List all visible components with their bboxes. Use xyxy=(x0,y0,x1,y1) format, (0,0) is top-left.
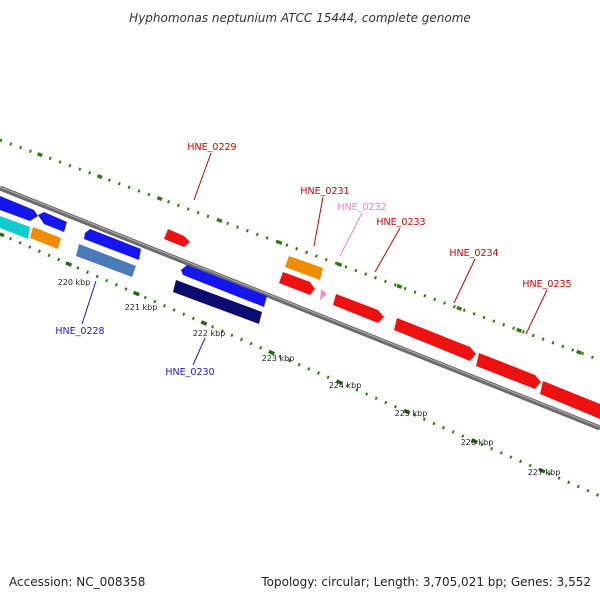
label-leaders xyxy=(81,152,548,366)
scale-label-224: 224 kbp xyxy=(329,381,362,390)
gene-label-hne-0231[interactable]: HNE_0231 xyxy=(300,186,349,197)
topology-text: Topology: circular; Length: 3,705,021 bp… xyxy=(260,575,591,589)
gene-label-hne-0230[interactable]: HNE_0230 xyxy=(165,367,214,378)
gene-arrow[interactable] xyxy=(333,294,384,323)
accession-text: Accession: NC_008358 xyxy=(9,575,145,589)
scale-label-225: 225 kbp xyxy=(395,409,428,418)
forward-strand-genes xyxy=(164,229,600,419)
scale-label-220: 220 kbp xyxy=(58,278,91,287)
gene-arrow[interactable] xyxy=(30,227,61,249)
gene-arrow[interactable] xyxy=(394,318,476,361)
gene-arrow[interactable] xyxy=(181,265,267,307)
gene-arrow[interactable] xyxy=(279,272,315,295)
gene-label-hne-0232[interactable]: HNE_0232 xyxy=(337,202,386,213)
gene-arrow[interactable] xyxy=(164,229,190,247)
gene-arrow[interactable] xyxy=(0,196,38,221)
outer-tick-row xyxy=(0,138,600,362)
gene-arrow[interactable] xyxy=(38,212,67,232)
gene-arrow[interactable] xyxy=(320,289,327,300)
gene-label-hne-0234[interactable]: HNE_0234 xyxy=(449,248,498,259)
gene-arrow[interactable] xyxy=(285,256,323,280)
map-title: Hyphomonas neptunium ATCC 15444, complet… xyxy=(129,11,471,25)
gene-arrow[interactable] xyxy=(76,244,136,277)
genome-backbone xyxy=(0,185,600,431)
gene-label-hne-0229[interactable]: HNE_0229 xyxy=(187,142,236,153)
scale-labels: 220 kbp 221 kbp 222 kbp 223 kbp 224 kbp … xyxy=(58,278,561,477)
scale-label-221: 221 kbp xyxy=(125,303,158,312)
gene-arrow[interactable] xyxy=(173,280,262,324)
gene-arrow[interactable] xyxy=(476,353,541,389)
scale-label-226: 226 kbp xyxy=(461,438,494,447)
scale-label-223: 223 kbp xyxy=(262,354,295,363)
scale-label-227: 227 kbp xyxy=(528,468,561,477)
gene-label-hne-0235[interactable]: HNE_0235 xyxy=(522,279,571,290)
scale-label-222: 222 kbp xyxy=(193,329,226,338)
gene-arrow[interactable] xyxy=(84,229,141,260)
reverse-strand-genes xyxy=(0,196,323,324)
gene-labels: HNE_0228 HNE_0229 HNE_0230 HNE_0231 HNE_… xyxy=(55,142,571,378)
gene-label-hne-0228[interactable]: HNE_0228 xyxy=(55,326,104,337)
gene-arrow[interactable] xyxy=(0,216,30,239)
inner-tick-row xyxy=(0,232,600,498)
gene-arrow[interactable] xyxy=(540,381,600,419)
gene-label-hne-0233[interactable]: HNE_0233 xyxy=(376,217,425,228)
